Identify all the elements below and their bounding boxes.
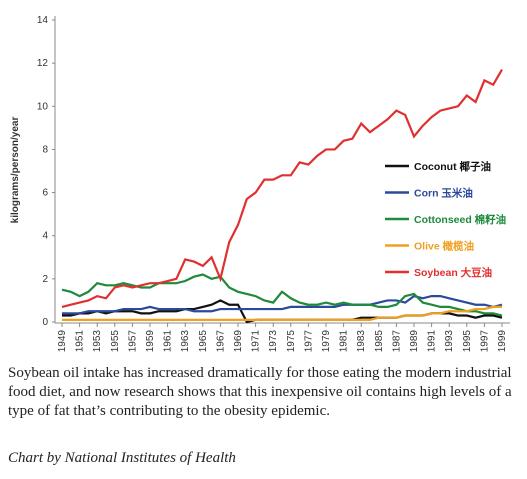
x-tick-label: 1977 [303, 330, 314, 353]
x-tick-label: 1999 [497, 330, 508, 353]
x-tick-label: 1973 [268, 330, 279, 353]
y-axis-label: kilograms/person/year [10, 117, 21, 224]
x-tick-label: 1965 [198, 330, 209, 353]
x-tick-label: 1967 [215, 330, 226, 353]
y-tick-label: 2 [42, 274, 48, 285]
x-tick-label: 1949 [57, 330, 68, 353]
series-line [61, 69, 503, 308]
series-line [62, 294, 503, 315]
x-tick-label: 1981 [339, 330, 350, 353]
x-tick-label: 1995 [462, 330, 473, 353]
x-tick-label: 1955 [110, 330, 121, 353]
x-tick-label: 1987 [391, 330, 402, 353]
x-tick-label: 1959 [145, 330, 156, 353]
x-tick-label: 1979 [321, 330, 332, 353]
y-tick-label: 4 [42, 231, 48, 242]
x-tick-label: 1975 [286, 330, 297, 353]
y-tick-label: 14 [37, 15, 49, 26]
x-tick-label: 1997 [479, 330, 490, 353]
x-tick-label: 1971 [251, 330, 262, 353]
x-tick-label: 1969 [233, 330, 244, 353]
legend-label: Cottonseed 棉籽油 [414, 213, 506, 226]
legend-label: Olive 橄榄油 [414, 240, 474, 253]
x-tick-label: 1961 [163, 330, 174, 353]
x-tick-label: 1957 [127, 330, 138, 353]
legend-label: Soybean 大豆油 [414, 266, 492, 279]
y-tick-label: 12 [37, 58, 49, 69]
y-tick-label: 8 [42, 144, 48, 155]
x-tick-label: 1989 [409, 330, 420, 353]
x-tick-label: 1983 [356, 330, 367, 353]
y-tick-label: 0 [42, 317, 48, 328]
caption: Soybean oil intake has increased dramati… [8, 365, 512, 419]
x-tick-label: 1951 [75, 330, 86, 353]
x-tick-label: 1963 [180, 330, 191, 353]
legend-label: Corn 玉米油 [414, 187, 473, 200]
x-tick-label: 1993 [444, 330, 455, 353]
x-tick-label: 1953 [92, 330, 103, 353]
x-tick-label: 1985 [374, 330, 385, 353]
source: Chart by National Institutes of Health [8, 450, 236, 466]
x-tick-label: 1991 [427, 330, 438, 353]
legend-label: Coconut 椰子油 [414, 160, 491, 173]
y-tick-label: 10 [37, 101, 49, 112]
series-line [62, 305, 502, 321]
y-tick-label: 6 [42, 188, 48, 199]
chart: kilograms/person/year 0 2 4 6 8 10 12 14 1949 195… [10, 15, 510, 353]
